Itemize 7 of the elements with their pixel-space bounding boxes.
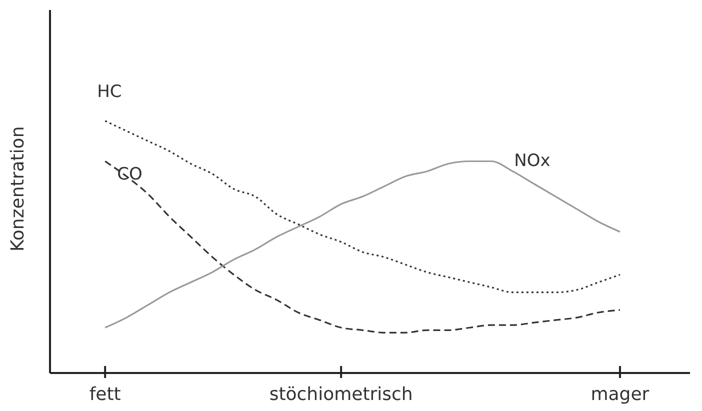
x-tick-label: mager bbox=[590, 384, 650, 405]
series-label: HC bbox=[97, 82, 122, 102]
x-tick-label: stöchiometrisch bbox=[269, 384, 413, 405]
series-label: NOx bbox=[514, 150, 550, 171]
x-tick-label: fett bbox=[89, 384, 121, 405]
series-label: CO bbox=[117, 164, 142, 184]
y-axis-title: Konzentration bbox=[7, 126, 28, 252]
